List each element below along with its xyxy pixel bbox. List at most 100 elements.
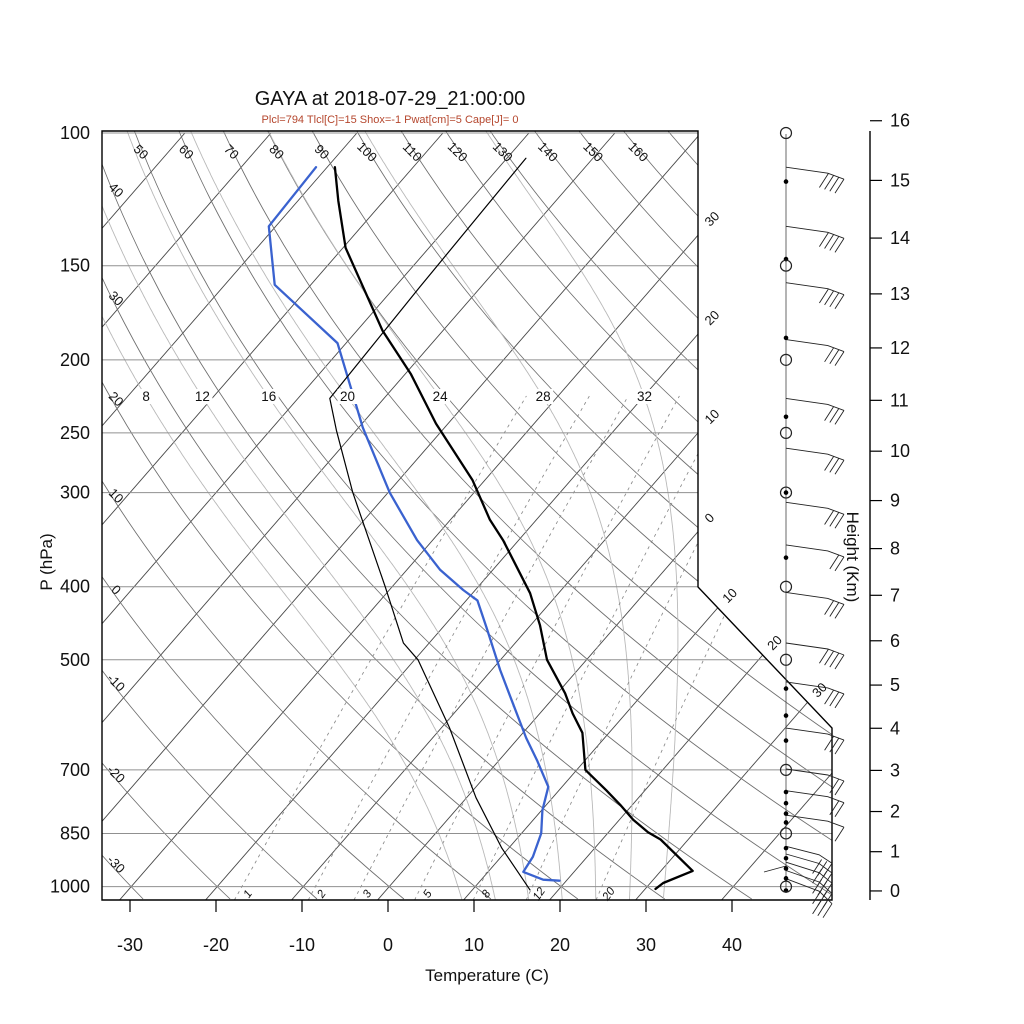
wind-barb-feather [829,177,840,192]
wind-barb [785,282,845,296]
dry-adiabat-line [102,131,665,900]
wind-barb-feather [829,602,840,617]
moist-adiabat-line [102,131,464,900]
moist-adiabat-line [126,131,530,900]
pressure-tick-label: 300 [60,483,90,503]
pressure-tick-label: 500 [60,650,90,670]
pressure-tick-label: 150 [60,256,90,276]
wind-barb-feather [829,778,840,794]
sounding-parameters: Plcl=794 Tlcl[C]=15 Shox=-1 Pwat[cm]=5 C… [261,114,519,126]
wind-barb [785,591,845,605]
wind-barb-feather [819,288,829,304]
wind-barb-feather [829,458,840,473]
wind-barb-feather [829,292,840,308]
pressure-tick-label: 200 [60,350,90,370]
isotherm-line [288,132,832,900]
dry-adiabat-label: 120 [445,139,471,165]
x-tick-label: 40 [722,935,742,955]
height-tick-label: 2 [890,802,900,822]
wind-barb [785,845,833,864]
dry-adiabat-line [400,131,832,900]
wind-barb-feather [824,290,834,306]
x-tick-label: 0 [383,935,393,955]
wind-barb-feather [829,349,840,364]
moist-adiabat-line [102,131,497,900]
isotherm-line [202,132,832,900]
dry-adiabat-line [356,131,832,900]
wind-barb [785,814,845,828]
x-tick-label: -10 [289,935,315,955]
moist-adiabat-line [190,131,563,900]
wind-barb-feather [834,514,845,529]
wind-barb-feather [824,456,834,471]
dry-adiabat-line [102,131,231,900]
wind-barb-feather [824,347,834,363]
moist-adiabat-label: 12 [195,389,210,404]
dry-adiabat-label: 50 [131,141,152,162]
wind-barb-feather [829,408,840,423]
dry-adiabat-line [578,131,832,900]
wind-barb [785,878,833,905]
moist-label-backing [258,389,279,404]
moist-adiabat-line [485,131,679,900]
dry-adiabat-line [445,131,832,900]
dry-adiabat-label: -30 [104,852,128,876]
moist-adiabat-label: 28 [536,389,551,404]
dry-adiabat-line [102,131,144,900]
wind-barb-feather [829,554,840,570]
dry-adiabat-label: 110 [400,139,425,164]
wind-level-dot [783,820,789,825]
wind-level-dot [783,490,789,495]
wind-barb-feather [834,739,845,755]
x-axis-title: Temperature (C) [425,966,549,985]
dry-adiabat-label: -20 [104,762,128,786]
wind-barb-feather [824,689,834,705]
height-tick-label: 11 [890,390,909,410]
wind-barb-feather [829,800,840,816]
wind-barb-feather [834,654,845,670]
wind-level-dot [783,713,789,718]
isotherm-line [102,132,358,900]
isotherm-line [460,132,832,900]
pressure-tick-label: 850 [60,823,90,843]
dry-adiabat-label: 100 [354,139,380,165]
height-tick-label: 15 [890,170,910,190]
dry-adiabat-line [267,131,832,900]
dry-adiabat-line [134,131,832,900]
isotherm-line [116,132,788,900]
wind-barb [785,225,845,239]
mixing-ratio-label: 3 [361,888,375,901]
wind-barb-feather [834,178,845,194]
dry-adiabat-line [712,131,832,900]
wind-barb-left-stub [763,865,787,873]
wind-barb [785,861,833,884]
moist-label-backing [337,389,358,404]
wind-barb [785,870,833,894]
wind-level-circle [779,580,793,593]
wind-level-dot [783,179,789,184]
dry-adiabat-label: -10 [104,671,128,695]
mixing-ratio-line [234,395,527,900]
wind-level-dot [783,800,789,806]
temperature-curve [333,166,694,891]
height-tick-label: 4 [890,718,900,738]
height-tick-label: 3 [890,760,900,780]
wind-barb-feather [829,691,840,707]
parcel-aux-curve [329,157,531,891]
x-tick-label: -20 [203,935,229,955]
wind-barb-feather [824,406,834,421]
wind-barb [785,397,845,411]
wind-level-dot [783,414,789,420]
mixing-ratio-lines [234,395,832,900]
height-tick-label: 14 [890,228,910,248]
moist-label-backing [192,389,213,404]
isotherm-edge-label: 30 [702,208,723,229]
moist-adiabat-lines [102,131,679,900]
pressure-axis-title: P (hPa) [37,533,56,591]
wind-barb-feather [824,600,834,615]
isotherm-line [0,133,99,903]
plot-interior [0,131,832,903]
wind-barb-feather [819,649,829,664]
wind-barb-feather [829,512,840,527]
